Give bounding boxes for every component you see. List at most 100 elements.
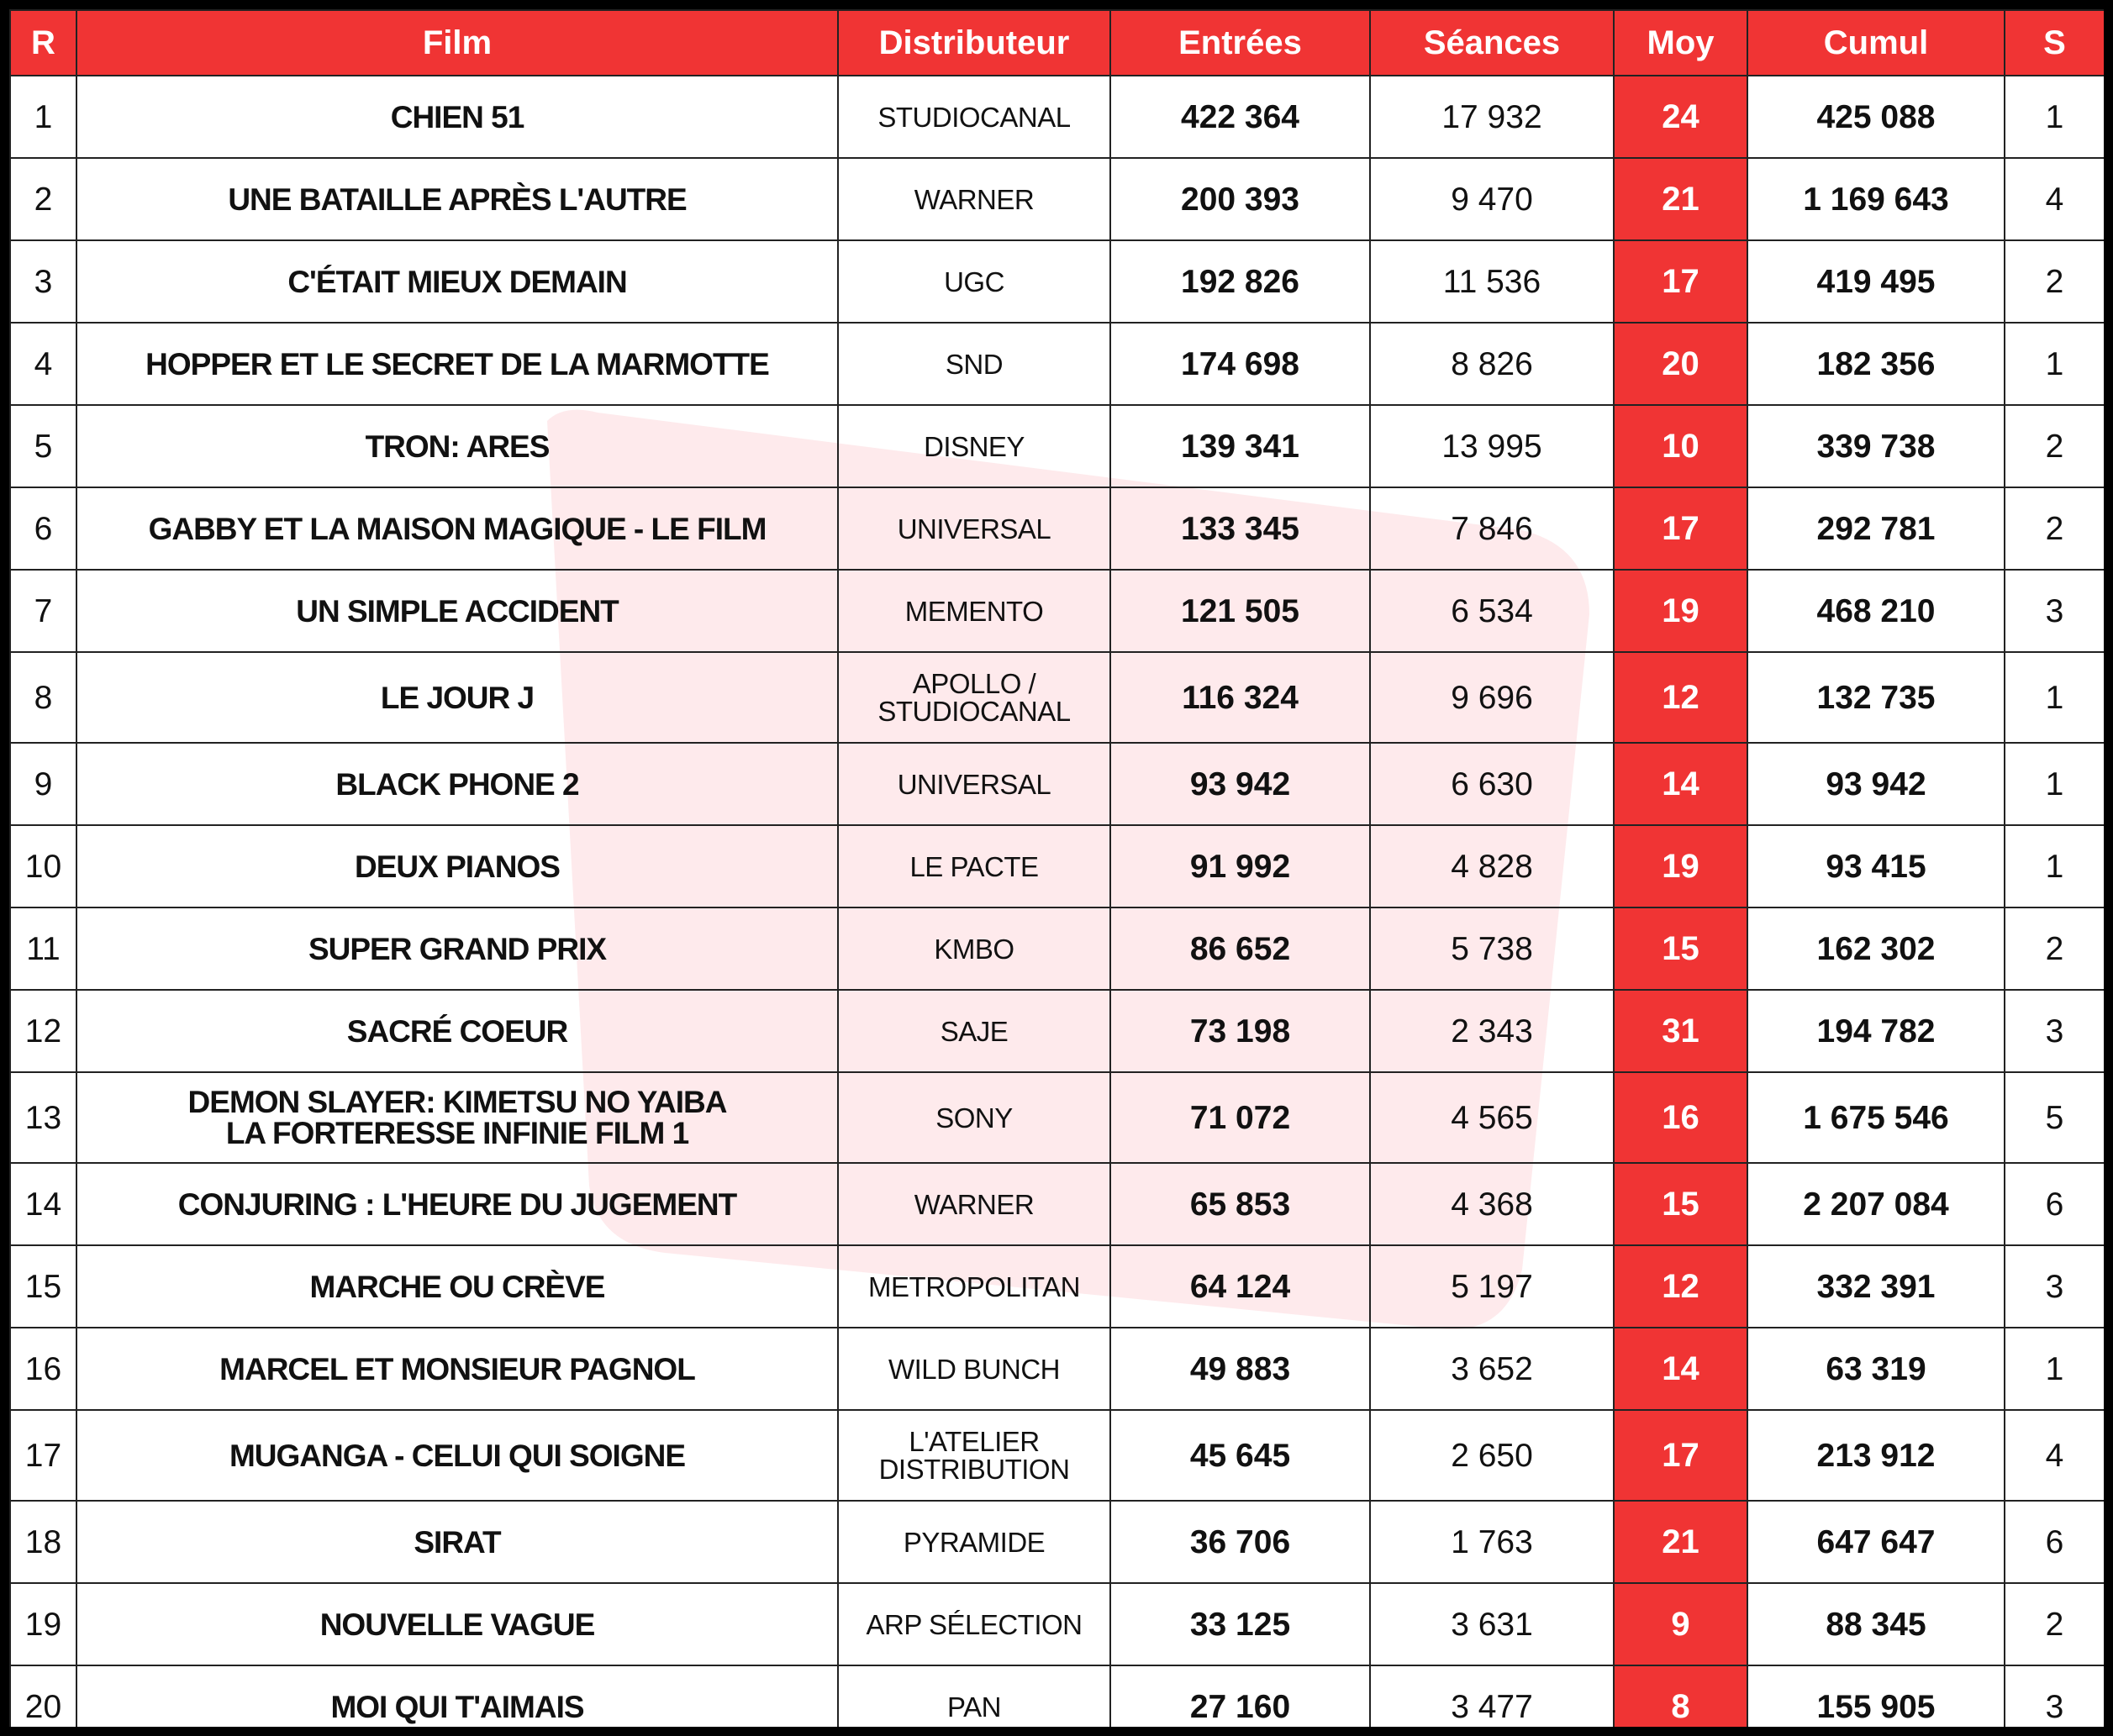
header-cell: Moy <box>1613 9 1748 76</box>
admissions-cell: 65 853 <box>1109 1162 1371 1246</box>
film-cell: SUPER GRAND PRIX <box>76 907 839 991</box>
table-row: 5 TRON: ARES DISNEY 139 341 13 995 10 339 738 2 <box>9 404 2104 488</box>
film-cell: GABBY ET LA MAISON MAGIQUE - LE FILM <box>76 487 839 571</box>
header-cell: S <box>2004 9 2104 76</box>
rank-cell: 16 <box>9 1327 77 1411</box>
cumulative-cell: 647 647 <box>1747 1500 2005 1584</box>
screenings-cell: 1 763 <box>1369 1500 1615 1584</box>
week-cell: 2 <box>2004 404 2104 488</box>
header-cell: Distributeur <box>837 9 1111 76</box>
film-cell: UN SIMPLE ACCIDENT <box>76 569 839 653</box>
film-cell: CHIEN 51 <box>76 75 839 159</box>
film-cell: DEUX PIANOS <box>76 824 839 908</box>
screenings-cell: 8 826 <box>1369 322 1615 406</box>
rank-cell: 4 <box>9 322 77 406</box>
rank-cell: 18 <box>9 1500 77 1584</box>
film-cell: NOUVELLE VAGUE <box>76 1582 839 1666</box>
cumulative-cell: 182 356 <box>1747 322 2005 406</box>
admissions-cell: 45 645 <box>1109 1409 1371 1502</box>
screenings-cell: 2 650 <box>1369 1409 1615 1502</box>
admissions-cell: 192 826 <box>1109 239 1371 324</box>
table-row: 3 C'ÉTAIT MIEUX DEMAIN UGC 192 826 11 536 17 4… <box>9 239 2104 324</box>
admissions-cell: 73 198 <box>1109 989 1371 1073</box>
average-cell: 17 <box>1613 487 1748 571</box>
cumulative-cell: 419 495 <box>1747 239 2005 324</box>
table-row: 13 DEMON SLAYER: KIMETSU NO YAIBA LA FORT… <box>9 1071 2104 1164</box>
screenings-cell: 3 652 <box>1369 1327 1615 1411</box>
week-cell: 1 <box>2004 1327 2104 1411</box>
week-cell: 3 <box>2004 569 2104 653</box>
admissions-cell: 27 160 <box>1109 1665 1371 1727</box>
week-cell: 5 <box>2004 1071 2104 1164</box>
table-body: 1 CHIEN 51 STUDIOCANAL 422 364 17 932 24 425 0… <box>9 75 2104 1727</box>
table-row: 1 CHIEN 51 STUDIOCANAL 422 364 17 932 24 425 0… <box>9 75 2104 159</box>
rank-cell: 2 <box>9 157 77 241</box>
table-row: 18 SIRAT PYRAMIDE 36 706 1 763 21 647 647 6 <box>9 1500 2104 1584</box>
table-row: 12 SACRÉ COEUR SAJE 73 198 2 343 31 194 782 3 <box>9 989 2104 1073</box>
rank-cell: 5 <box>9 404 77 488</box>
table-row: 2 UNE BATAILLE APRÈS L'AUTRE WARNER 200 393… <box>9 157 2104 241</box>
film-cell: UNE BATAILLE APRÈS L'AUTRE <box>76 157 839 241</box>
table-row: 11 SUPER GRAND PRIX KMBO 86 652 5 738 15 162 3… <box>9 907 2104 991</box>
distributor-cell: SND <box>837 322 1111 406</box>
week-cell: 6 <box>2004 1162 2104 1246</box>
average-cell: 17 <box>1613 1409 1748 1502</box>
distributor-cell: MEMENTO <box>837 569 1111 653</box>
average-cell: 12 <box>1613 651 1748 744</box>
week-cell: 2 <box>2004 239 2104 324</box>
admissions-cell: 64 124 <box>1109 1244 1371 1328</box>
screenings-cell: 9 696 <box>1369 651 1615 744</box>
admissions-cell: 93 942 <box>1109 742 1371 826</box>
average-cell: 14 <box>1613 1327 1748 1411</box>
table-row: 7 UN SIMPLE ACCIDENT MEMENTO 121 505 6 534 19… <box>9 569 2104 653</box>
distributor-cell: UNIVERSAL <box>837 742 1111 826</box>
screenings-cell: 3 631 <box>1369 1582 1615 1666</box>
film-cell: BLACK PHONE 2 <box>76 742 839 826</box>
film-cell: TRON: ARES <box>76 404 839 488</box>
admissions-cell: 422 364 <box>1109 75 1371 159</box>
cumulative-cell: 292 781 <box>1747 487 2005 571</box>
cumulative-cell: 332 391 <box>1747 1244 2005 1328</box>
table-row: 9 BLACK PHONE 2 UNIVERSAL 93 942 6 630 14 93 9… <box>9 742 2104 826</box>
header-cell: R <box>9 9 77 76</box>
admissions-cell: 200 393 <box>1109 157 1371 241</box>
rank-cell: 11 <box>9 907 77 991</box>
admissions-cell: 139 341 <box>1109 404 1371 488</box>
screenings-cell: 9 470 <box>1369 157 1615 241</box>
average-cell: 15 <box>1613 907 1748 991</box>
table-row: 17 MUGANGA - CELUI QUI SOIGNE L'ATELIER DI… <box>9 1409 2104 1502</box>
rank-cell: 20 <box>9 1665 77 1727</box>
average-cell: 21 <box>1613 1500 1748 1584</box>
header-cell: Entrées <box>1109 9 1371 76</box>
cumulative-cell: 63 319 <box>1747 1327 2005 1411</box>
box-office-table-frame: R Film Distributeur Entrées Séances Moy Cumul S… <box>9 9 2104 1727</box>
table-row: 19 NOUVELLE VAGUE ARP SÉLECTION 33 125 3 631… <box>9 1582 2104 1666</box>
average-cell: 17 <box>1613 239 1748 324</box>
cumulative-cell: 132 735 <box>1747 651 2005 744</box>
admissions-cell: 121 505 <box>1109 569 1371 653</box>
rank-cell: 6 <box>9 487 77 571</box>
screenings-cell: 5 197 <box>1369 1244 1615 1328</box>
rank-cell: 7 <box>9 569 77 653</box>
rank-cell: 9 <box>9 742 77 826</box>
film-cell: SIRAT <box>76 1500 839 1584</box>
admissions-cell: 49 883 <box>1109 1327 1371 1411</box>
distributor-cell: DISNEY <box>837 404 1111 488</box>
screenings-cell: 2 343 <box>1369 989 1615 1073</box>
week-cell: 1 <box>2004 75 2104 159</box>
distributor-cell: UGC <box>837 239 1111 324</box>
cumulative-cell: 2 207 084 <box>1747 1162 2005 1246</box>
week-cell: 2 <box>2004 1582 2104 1666</box>
distributor-cell: WARNER <box>837 157 1111 241</box>
rank-cell: 3 <box>9 239 77 324</box>
admissions-cell: 116 324 <box>1109 651 1371 744</box>
rank-cell: 8 <box>9 651 77 744</box>
admissions-cell: 133 345 <box>1109 487 1371 571</box>
distributor-cell: WARNER <box>837 1162 1111 1246</box>
table-row: 20 MOI QUI T'AIMAIS PAN 27 160 3 477 8 155 905… <box>9 1665 2104 1727</box>
screenings-cell: 7 846 <box>1369 487 1615 571</box>
average-cell: 31 <box>1613 989 1748 1073</box>
average-cell: 14 <box>1613 742 1748 826</box>
rank-cell: 14 <box>9 1162 77 1246</box>
